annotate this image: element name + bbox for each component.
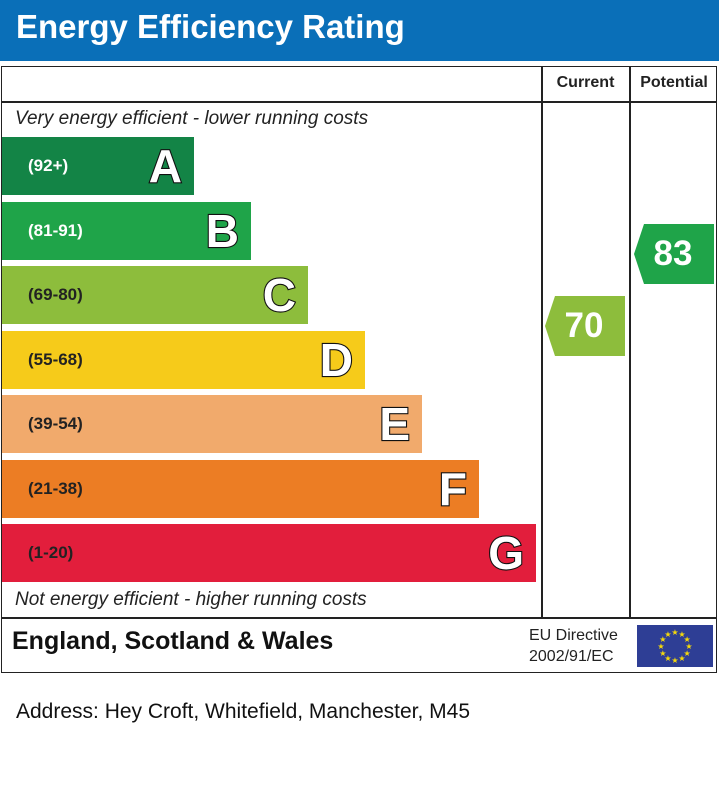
svg-text:★: ★ — [684, 649, 691, 658]
band-range-label: (81-91) — [28, 220, 83, 240]
svg-text:★: ★ — [664, 654, 671, 663]
svg-text:★: ★ — [678, 630, 685, 639]
potential-rating-arrow: 83 — [634, 224, 714, 285]
svg-text:★: ★ — [664, 630, 671, 639]
band-c: (69-80) C — [2, 266, 308, 324]
band-range-label: (39-54) — [28, 414, 83, 433]
current-rating-value: 70 — [564, 305, 604, 345]
band-b: (81-91) B — [2, 201, 251, 260]
band-letter: A — [148, 139, 183, 193]
band-letter: B — [205, 203, 240, 257]
svg-text:★: ★ — [678, 654, 685, 663]
page-title: Energy Efficiency Rating — [16, 8, 405, 45]
band-f: (21-38) F — [2, 459, 479, 518]
column-header-current: Current — [556, 74, 615, 91]
band-e: (39-54) E — [2, 395, 422, 453]
chart-frame — [1, 66, 717, 673]
band-letter: C — [262, 268, 297, 322]
directive-line-2: 2002/91/EC — [529, 648, 614, 665]
band-a: (92+) A — [2, 137, 194, 195]
potential-rating-value: 83 — [653, 234, 693, 274]
header-divider — [1, 101, 717, 103]
band-range-label: (21-38) — [28, 478, 83, 498]
note-bottom: Not energy efficient - higher running co… — [15, 589, 367, 610]
svg-text:★: ★ — [671, 656, 678, 665]
svg-text:★: ★ — [684, 635, 691, 644]
svg-text:★: ★ — [685, 642, 692, 651]
band-range-label: (92+) — [28, 156, 69, 175]
band-range-label: (1-20) — [28, 543, 74, 562]
band-letter: F — [438, 461, 468, 515]
svg-text:★: ★ — [659, 635, 666, 644]
current-rating-arrow: 70 — [545, 295, 625, 356]
address-text: Address: Hey Croft, Whitefield, Manchest… — [16, 700, 471, 723]
current-arrow-shape — [545, 295, 625, 356]
band-letter: G — [487, 526, 525, 580]
band-letter: E — [378, 397, 411, 451]
column-divider — [629, 66, 631, 618]
potential-arrow-shape — [634, 224, 714, 285]
column-header-potential: Potential — [640, 74, 708, 91]
header-bar: Energy Efficiency Rating — [0, 0, 719, 61]
band-letter: D — [319, 332, 354, 386]
region-label: England, Scotland & Wales — [12, 627, 334, 655]
band-g: (1-20) G — [2, 524, 536, 582]
svg-text:★: ★ — [671, 628, 678, 637]
note-top: Very energy efficient - lower running co… — [15, 108, 369, 129]
directive-line-1: EU Directive — [529, 627, 618, 644]
svg-text:★: ★ — [659, 649, 666, 658]
band-range-label: (55-68) — [28, 349, 83, 369]
svg-text:★: ★ — [657, 642, 664, 651]
band-d: (55-68) D — [2, 330, 365, 389]
footer-divider — [1, 617, 717, 619]
band-range-label: (69-80) — [28, 285, 83, 304]
column-divider — [541, 66, 543, 618]
eu-flag-icon: ★ ★ ★ ★ ★ ★ ★ ★ ★ ★ ★ ★ — [637, 625, 713, 667]
